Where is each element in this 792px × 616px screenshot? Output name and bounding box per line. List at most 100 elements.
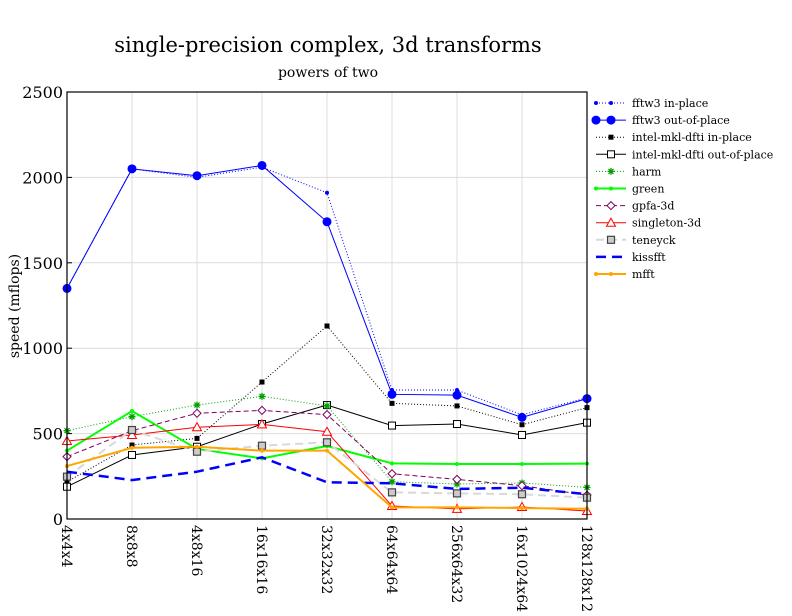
marker-dot <box>390 461 394 466</box>
legend-entry: harm <box>596 165 662 178</box>
marker-dot <box>455 505 459 510</box>
series-line <box>66 325 588 483</box>
legend-entry: mfft <box>594 268 655 281</box>
marker-dot <box>260 448 264 453</box>
marker-star <box>607 167 615 175</box>
marker-triangle <box>321 426 333 436</box>
marker-dot <box>390 505 394 510</box>
legend-label: fftw3 out-of-place <box>632 114 730 127</box>
marker-dot <box>609 186 613 191</box>
marker-dot <box>594 186 598 191</box>
legend-entry: fftw3 out-of-place <box>591 114 730 127</box>
marker-square <box>129 442 135 448</box>
series-fftw3-out-of-place <box>62 160 592 422</box>
legend-label: harm <box>632 165 662 178</box>
marker-dot <box>520 462 524 467</box>
x-tick-label: 16x1024x64 <box>513 525 529 612</box>
chart-title: single-precision complex, 3d transforms <box>114 33 541 57</box>
marker-diamond <box>387 469 397 479</box>
legend-label: gpfa-3d <box>632 200 674 213</box>
x-tick-label: 8x8x8 <box>123 525 139 568</box>
marker-dot <box>325 448 329 453</box>
legend-label: intel-mkl-dfti in-place <box>632 131 752 144</box>
marker-star <box>388 478 396 486</box>
marker-square <box>519 422 525 428</box>
y-axis-label: speed (mflops) <box>7 254 23 358</box>
marker-square <box>259 379 265 385</box>
legend-label: intel-mkl-dfti out-of-place <box>632 148 773 161</box>
series-gpfa-3d <box>62 405 592 500</box>
marker-dot <box>606 115 616 125</box>
marker-square <box>257 441 267 450</box>
marker-diamond <box>606 200 616 211</box>
legend-entry: teneyck <box>596 234 676 247</box>
legend-entry: green <box>594 183 664 196</box>
marker-triangle <box>191 421 203 432</box>
marker-dot <box>520 506 524 511</box>
series-teneyck <box>62 425 592 502</box>
marker-square <box>322 438 332 447</box>
marker-star <box>128 413 136 421</box>
x-tick-label: 32x32x32 <box>318 525 334 594</box>
marker-diamond <box>322 409 332 420</box>
marker-star <box>193 401 201 409</box>
x-tick-label: 4x4x4 <box>58 525 74 568</box>
y-tick-label: 1000 <box>22 339 63 358</box>
marker-square <box>454 403 460 409</box>
plot-frame <box>66 91 588 520</box>
marker-square <box>388 421 396 430</box>
marker-dot <box>609 101 613 105</box>
marker-diamond <box>257 405 267 416</box>
x-tick-label: 64x64x64 <box>383 525 399 594</box>
series-mfft <box>65 444 589 511</box>
marker-triangle <box>605 217 617 227</box>
y-tick-label: 0 <box>53 510 63 529</box>
marker-dot <box>452 390 462 400</box>
legend-entry: gpfa-3d <box>596 200 674 213</box>
marker-dot <box>192 171 202 181</box>
legend-label: singleton-3d <box>632 217 701 230</box>
marker-square <box>192 447 202 456</box>
x-tick-label: 128x128x128 <box>578 525 594 612</box>
marker-dot <box>257 160 267 170</box>
x-tick-label: 16x16x16 <box>253 525 269 594</box>
marker-dot <box>325 190 329 195</box>
marker-square <box>194 435 200 441</box>
marker-triangle <box>126 429 138 439</box>
legend-label: fftw3 in-place <box>632 97 708 110</box>
series-line <box>66 456 588 496</box>
marker-square <box>128 450 136 459</box>
marker-square <box>518 430 526 439</box>
y-tick-label: 500 <box>32 425 63 444</box>
legend-label: teneyck <box>632 234 676 247</box>
series-kissfft <box>66 456 588 496</box>
legend-entry: intel-mkl-dfti out-of-place <box>596 148 773 161</box>
legend-label: kissfft <box>632 251 666 264</box>
marker-dot <box>130 409 134 414</box>
chart-subtitle: powers of two <box>278 65 378 81</box>
marker-dot <box>195 444 199 449</box>
legend-label: mfft <box>632 268 655 281</box>
marker-square <box>608 134 614 140</box>
legend-label: green <box>632 183 664 196</box>
marker-dot <box>594 101 598 105</box>
marker-square <box>453 420 461 429</box>
marker-star <box>258 392 266 400</box>
marker-square <box>606 235 616 244</box>
x-tick-label: 4x8x16 <box>188 525 204 577</box>
legend-entry: kissfft <box>596 251 666 264</box>
marker-dot <box>387 389 397 399</box>
legend-entry: intel-mkl-dfti in-place <box>596 131 752 144</box>
marker-square <box>389 400 395 406</box>
marker-dot <box>609 272 613 276</box>
y-tick-label: 1500 <box>22 254 63 273</box>
marker-dot <box>591 115 601 125</box>
y-tick-label: 2000 <box>22 168 63 187</box>
marker-square <box>324 323 330 329</box>
marker-dot <box>455 462 459 467</box>
marker-dot <box>130 445 134 450</box>
marker-dot <box>517 412 527 422</box>
marker-diamond <box>452 474 462 485</box>
marker-dot <box>594 272 598 276</box>
